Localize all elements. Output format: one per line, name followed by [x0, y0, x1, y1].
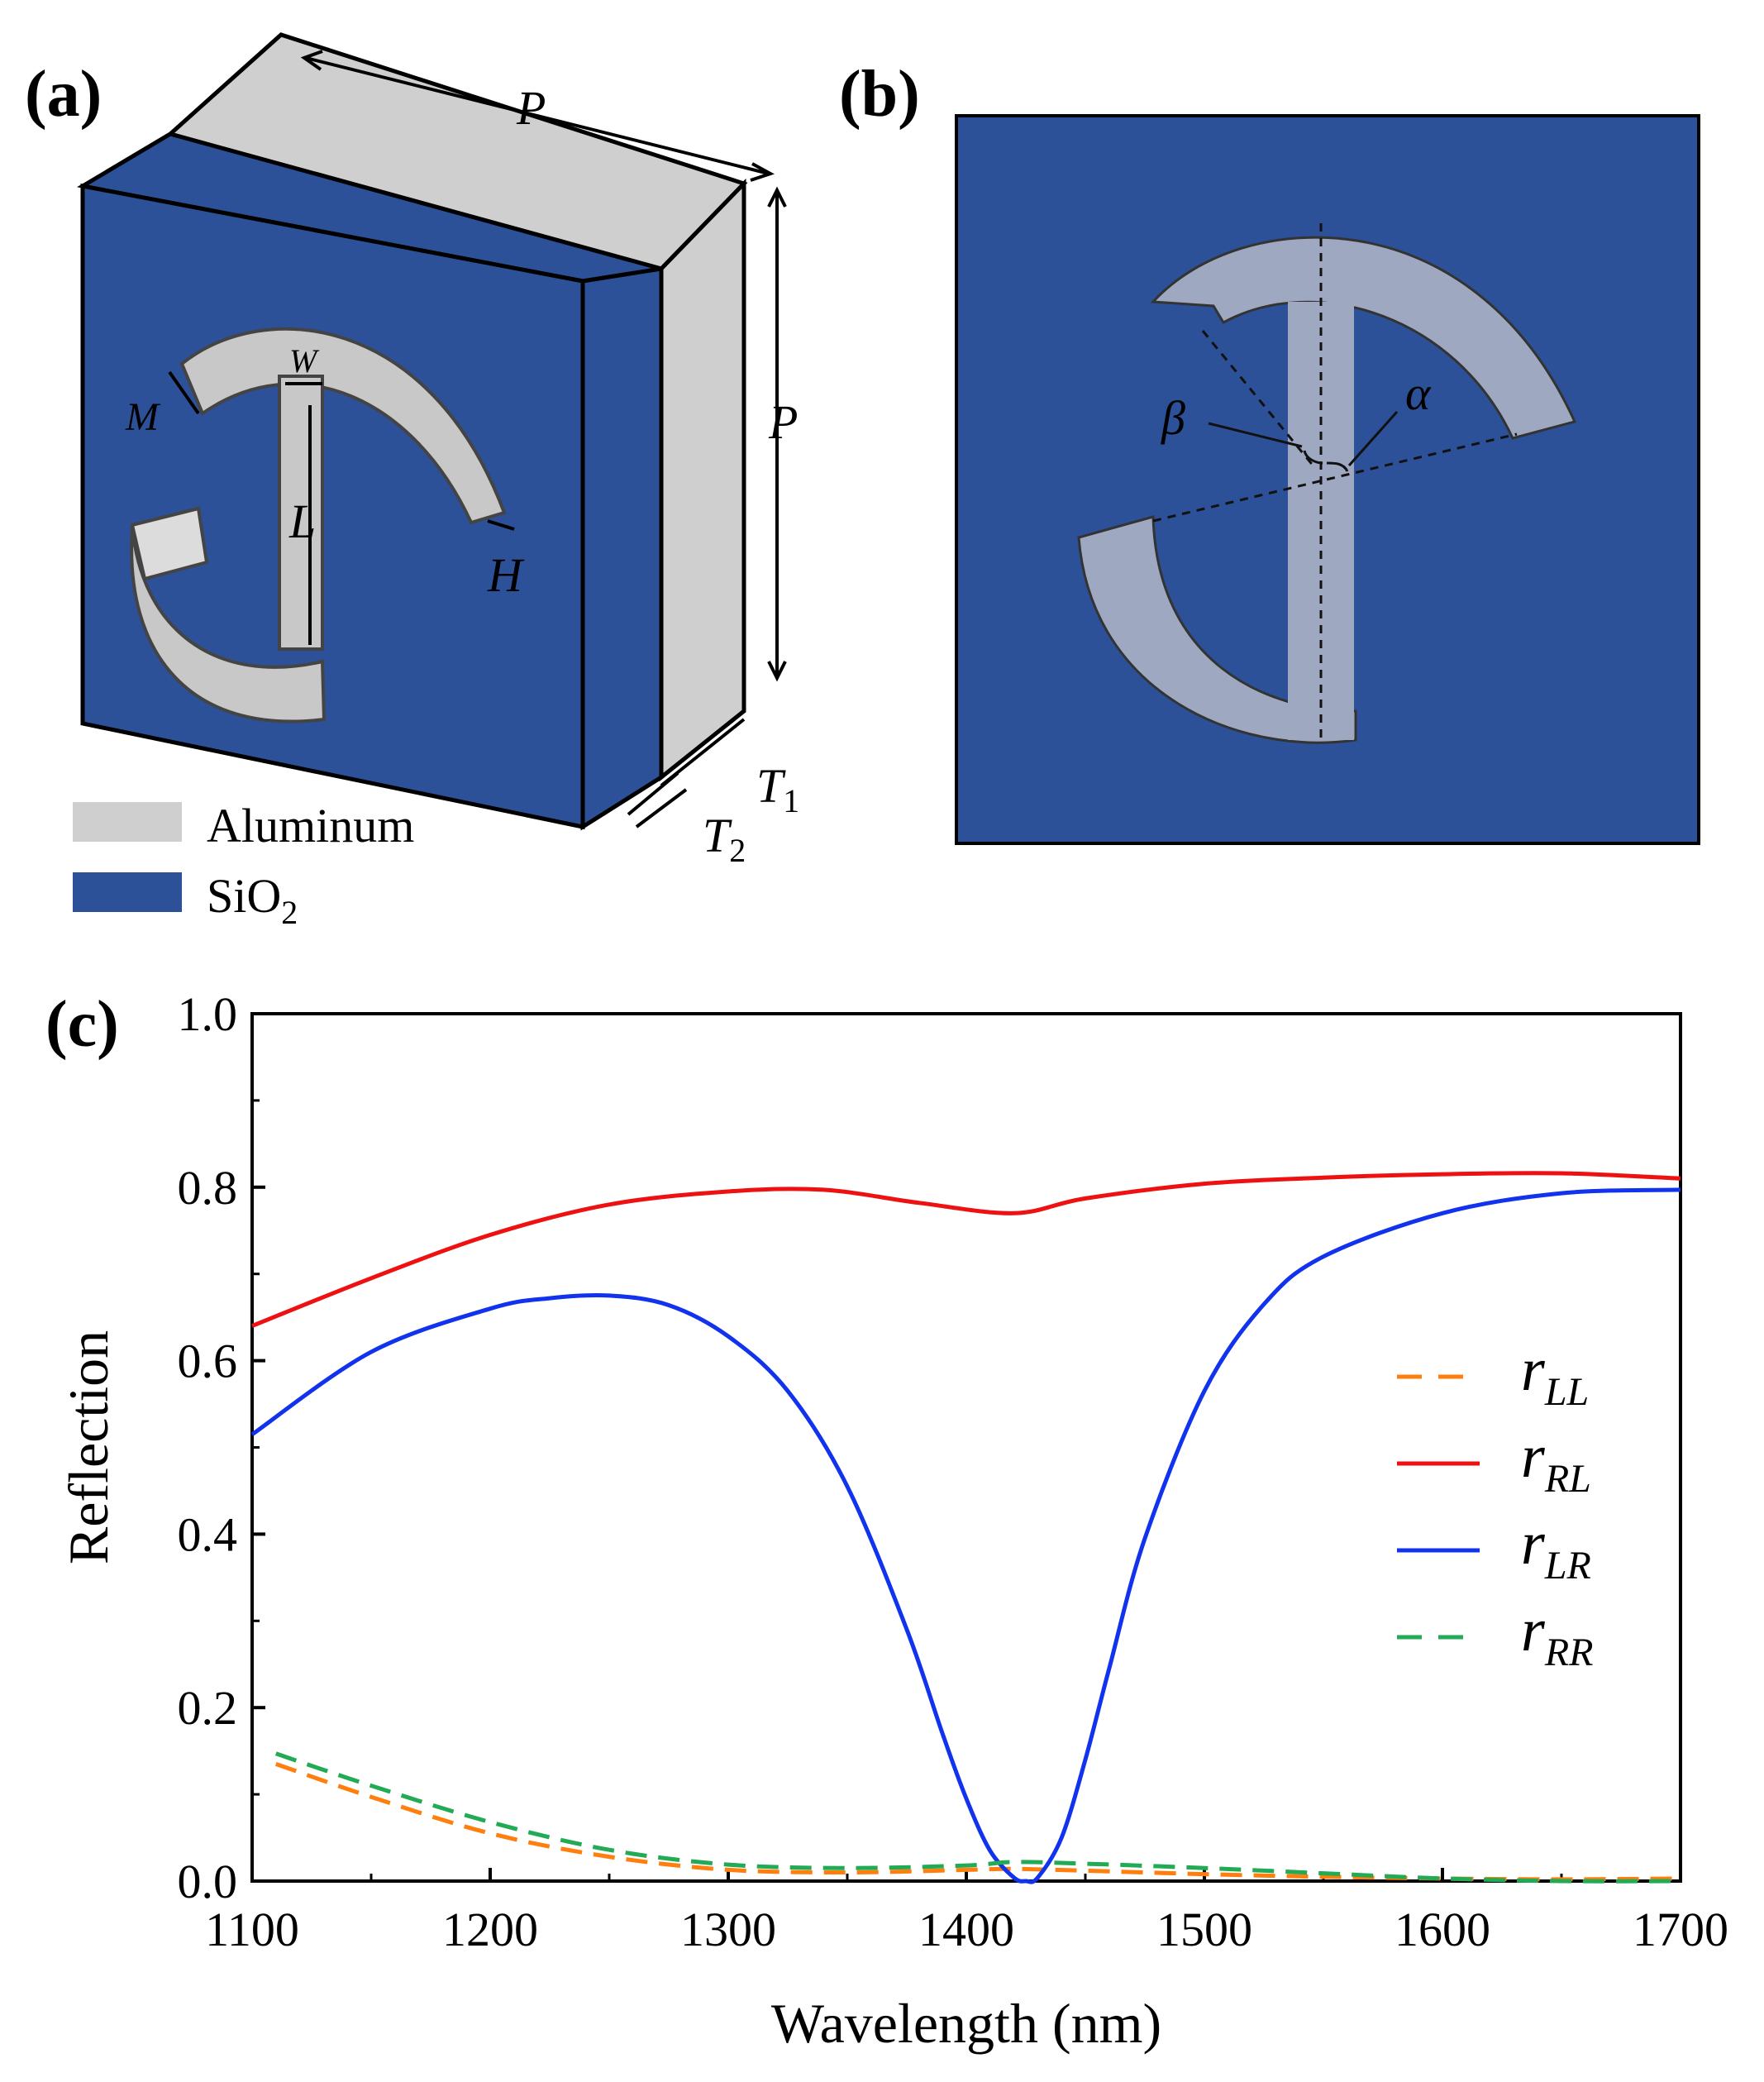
sio2-side-face — [580, 266, 664, 831]
series-line-ll — [274, 1762, 1681, 1882]
x-tick-label: 1300 — [680, 1903, 776, 1956]
angle-beta: β — [1161, 391, 1185, 445]
y-tick-label: 0.0 — [178, 1855, 238, 1908]
series-line-lr — [250, 1187, 1681, 1884]
angle-guides — [1152, 223, 1518, 744]
lower-arc-top-view — [1077, 515, 1357, 744]
aluminum-side-face — [659, 178, 746, 782]
x-tick-label: 1500 — [1156, 1903, 1252, 1956]
y-tick-label: 0.6 — [178, 1335, 238, 1388]
y-tick-label: 0.4 — [178, 1507, 238, 1561]
lower-arc-end — [130, 506, 209, 581]
dim-p-top: P — [516, 81, 546, 135]
x-tick-label: 1100 — [205, 1903, 299, 1956]
panel-a: (a) P — [25, 32, 799, 931]
legend-label-ll: rLL — [1521, 1336, 1589, 1414]
panel-c-label: (c) — [45, 988, 119, 1061]
legend-label-aluminum: Aluminum — [207, 799, 414, 852]
x-axis-title: Wavelength (nm) — [771, 1992, 1161, 2055]
plot-frame — [250, 1012, 1682, 1883]
legend-label-lr: rLR — [1521, 1510, 1591, 1588]
angle-alpha: α — [1405, 366, 1432, 420]
dim-l: L — [288, 494, 316, 548]
sio2-front-face — [80, 183, 585, 830]
legend-swatch-sio2 — [73, 872, 182, 912]
center-bar — [278, 375, 324, 651]
panel-b: (b) β α — [839, 58, 1700, 845]
x-tick-label: 1700 — [1633, 1903, 1728, 1956]
panel-c: (c) 1100 1200 1300 1400 1500 1600 1700 0.0 0.2 0.… — [45, 987, 1728, 2055]
series-line-rr — [274, 1751, 1681, 1884]
x-tick-label: 1400 — [918, 1903, 1014, 1956]
dim-h: H — [487, 548, 525, 602]
x-tick-label: 1200 — [442, 1903, 538, 1956]
legend-label-rl: rRL — [1521, 1423, 1591, 1501]
x-tick-label: 1600 — [1395, 1903, 1490, 1956]
y-tick-label: 0.8 — [178, 1161, 238, 1215]
y-axis-title: Reflection — [57, 1330, 120, 1564]
dimension-lines — [168, 50, 787, 829]
legend-label-rr: rRR — [1521, 1597, 1593, 1674]
dim-m: M — [125, 395, 161, 439]
dim-t1: T1 — [756, 759, 799, 819]
y-tick-label: 1.0 — [178, 987, 238, 1041]
legend-label-sio2: SiO2 — [207, 869, 298, 931]
series-line-rl — [251, 1171, 1681, 1328]
dim-w: W — [289, 342, 320, 380]
angle-arrows — [1208, 411, 1399, 472]
dim-t2: T2 — [703, 809, 746, 869]
legend-swatch-aluminum — [73, 802, 182, 842]
dim-p-side: P — [768, 395, 798, 449]
lower-arc — [130, 524, 327, 723]
y-tick-label: 0.2 — [178, 1681, 238, 1735]
panel-b-label: (b) — [839, 58, 920, 131]
panel-a-label: (a) — [25, 58, 102, 131]
reflection-chart: 1100 1200 1300 1400 1500 1600 1700 0.0 0.2 0.4 0.6… — [57, 987, 1728, 2055]
